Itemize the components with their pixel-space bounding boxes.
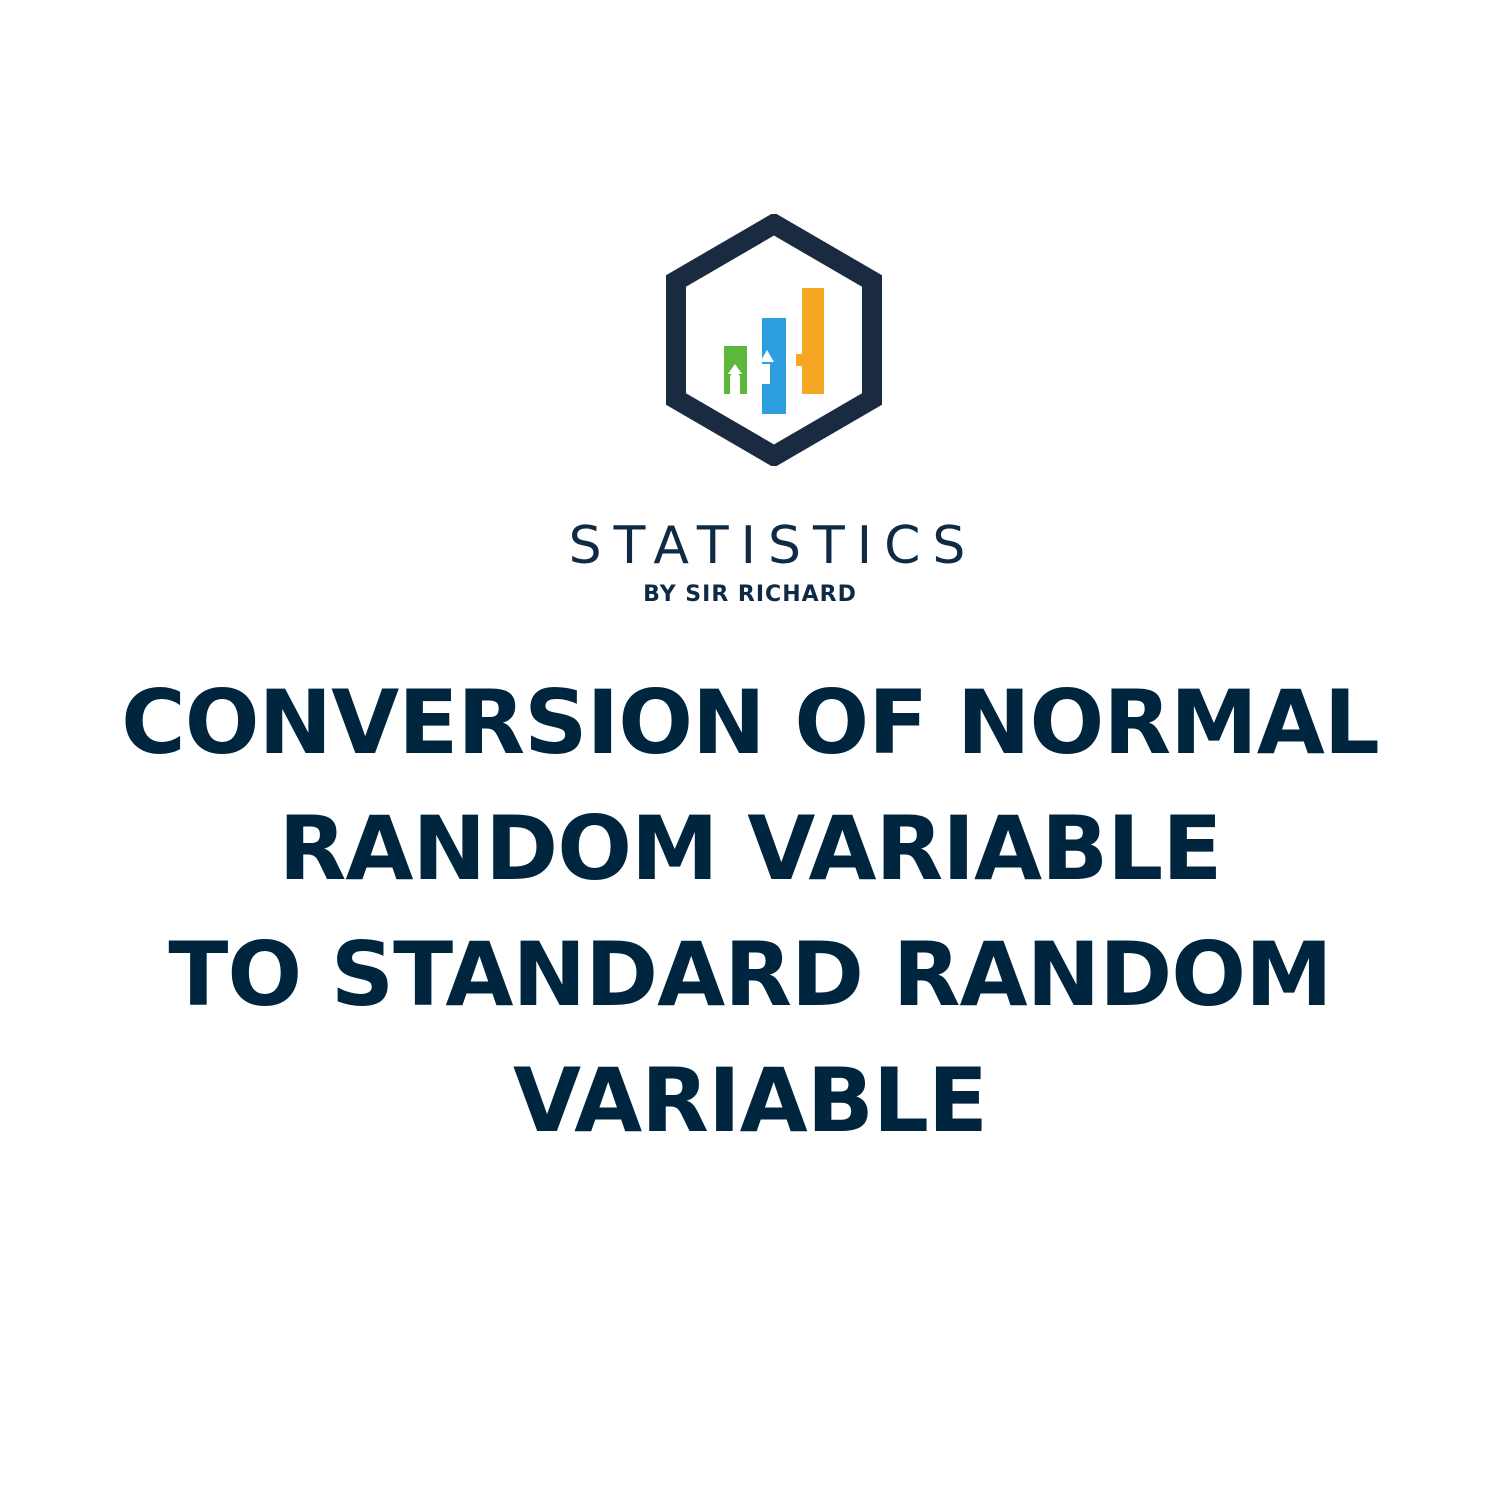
hexagon-bar-chart-icon <box>666 214 882 466</box>
title-line: TO STANDARD RANDOM <box>168 923 1332 1026</box>
title-line: CONVERSION OF NORMAL <box>121 671 1380 774</box>
title-line: RANDOM VARIABLE <box>278 797 1223 900</box>
brand-tagline: BY SIR RICHARD <box>643 582 857 607</box>
orange-arrow-tip <box>786 342 800 354</box>
hexagon-frame <box>666 214 882 466</box>
orange-bar <box>796 288 824 394</box>
blue-arrow-tip <box>760 350 774 362</box>
brand-name: STATISTICS <box>568 516 978 576</box>
page-title: CONVERSION OF NORMAL RANDOM VARIABLE TO … <box>0 660 1500 1164</box>
green-arrow-tip <box>728 364 742 374</box>
blue-bar <box>762 318 786 414</box>
title-line: VARIABLE <box>512 1049 988 1152</box>
